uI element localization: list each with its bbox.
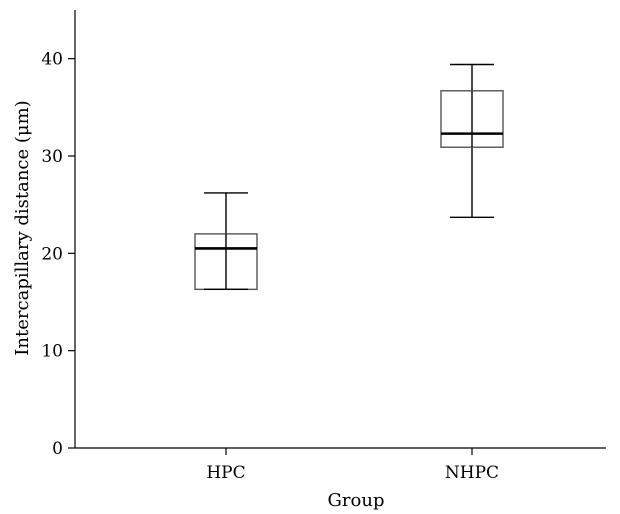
y-tick-label: 20 [41,244,63,264]
y-tick-label: 10 [41,342,63,362]
y-tick-label: 30 [41,147,63,167]
x-tick-label-hpc: HPC [206,463,245,483]
x-axis-ticks: HPC NHPC [206,448,499,483]
x-tick-label-nhpc: NHPC [445,463,499,483]
y-axis-ticks: 0 10 20 30 40 [41,50,75,459]
box-hpc [194,192,258,291]
y-tick-label: 0 [52,439,63,459]
y-tick-label: 40 [41,50,63,70]
box-nhpc [440,63,504,219]
y-axis-title: Intercapillary distance (μm) [12,100,33,355]
x-axis-title: Group [328,490,385,511]
box-plot-boxes [194,63,504,291]
